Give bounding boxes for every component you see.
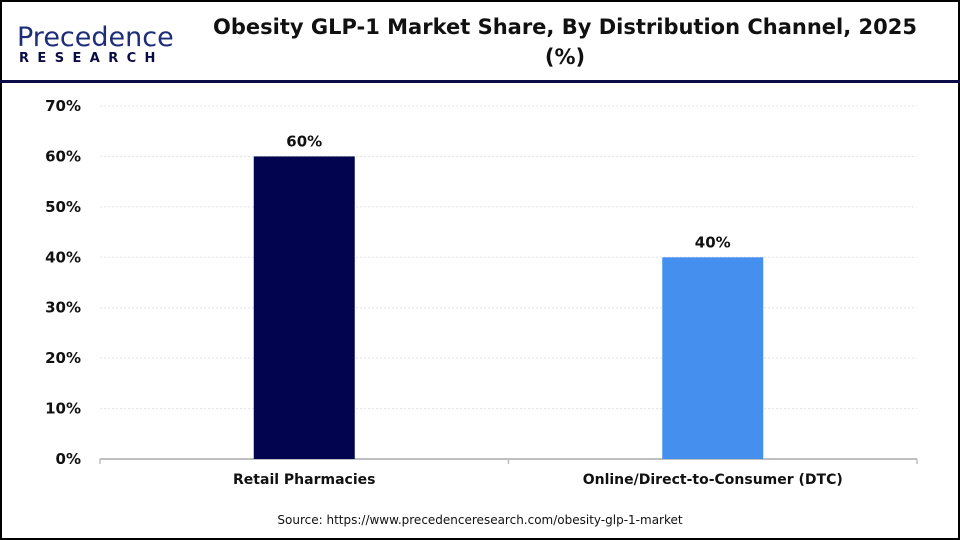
y-tick-label: 10% [45, 400, 81, 418]
chart-title: Obesity GLP-1 Market Share, By Distribut… [213, 15, 917, 69]
y-tick-label: 70% [45, 97, 81, 115]
y-tick-label: 0% [56, 450, 81, 468]
y-tick-label: 60% [45, 147, 81, 165]
x-tick-label: Retail Pharmacies [233, 472, 375, 488]
data-label: 40% [695, 233, 731, 251]
y-tick-label: 50% [45, 198, 81, 216]
bar [253, 156, 355, 459]
header-divider [0, 80, 960, 83]
logo-text: Precedence [17, 22, 174, 53]
y-tick-label: 20% [45, 349, 81, 367]
x-tick-label: Online/Direct-to-Consumer (DTC) [583, 472, 843, 488]
y-tick-label: 30% [45, 299, 81, 317]
data-label: 60% [286, 132, 322, 150]
source-note: Source: https://www.precedenceresearch.c… [277, 513, 683, 527]
logo-subtext: RESEARCH [19, 51, 164, 66]
logo: Precedence RESEARCH [17, 24, 174, 66]
bar [662, 257, 764, 459]
y-tick-label: 40% [45, 248, 81, 266]
